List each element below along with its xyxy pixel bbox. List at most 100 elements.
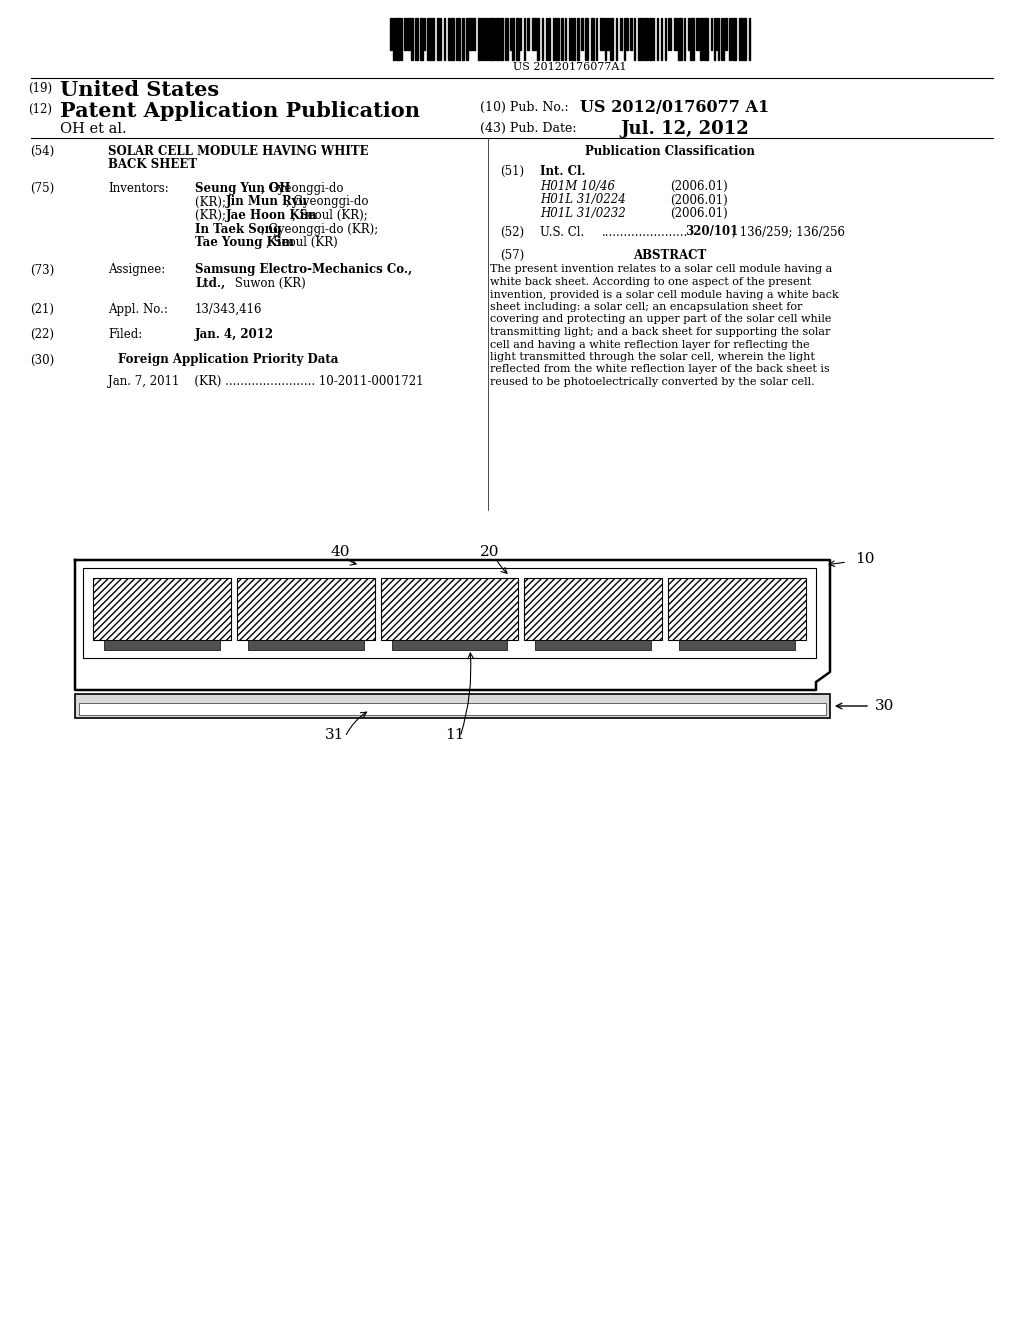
Text: H01L 31/0232: H01L 31/0232 [540,207,626,220]
Text: Appl. No.:: Appl. No.: [108,302,168,315]
Text: (2006.01): (2006.01) [670,180,728,193]
Bar [489,18,493,59]
Text: (51): (51) [500,165,524,178]
Text: reused to be photoelectrically converted by the solar cell.: reused to be photoelectrically converted… [490,378,815,387]
Bar [411,18,413,59]
Text: (52): (52) [500,226,524,239]
Bar [600,18,604,49]
Bar [705,18,708,59]
Text: transmitting light; and a back sheet for supporting the solar: transmitting light; and a back sheet for… [490,327,830,337]
Bar [524,578,663,640]
Text: (12): (12) [28,103,52,116]
Bar [407,18,410,49]
Text: (22): (22) [30,327,54,341]
Bar [390,18,392,49]
Bar [607,18,609,49]
Bar [83,568,816,657]
Text: , Seoul (KR): , Seoul (KR) [266,236,338,249]
Text: 10: 10 [855,552,874,566]
Text: Jin Mun Ryu: Jin Mun Ryu [226,195,308,209]
Text: (43) Pub. Date:: (43) Pub. Date: [480,121,577,135]
Text: sheet including: a solar cell; an encapsulation sheet for: sheet including: a solar cell; an encaps… [490,302,803,312]
Text: Suwon (KR): Suwon (KR) [231,277,306,290]
Text: Jan. 4, 2012: Jan. 4, 2012 [195,327,274,341]
Text: Int. Cl.: Int. Cl. [540,165,586,178]
Text: Jul. 12, 2012: Jul. 12, 2012 [620,120,749,139]
Text: SOLAR CELL MODULE HAVING WHITE: SOLAR CELL MODULE HAVING WHITE [108,145,369,158]
Text: white back sheet. According to one aspect of the present: white back sheet. According to one aspec… [490,277,811,286]
Bar [591,18,594,59]
Bar [700,18,703,59]
Text: Assignee:: Assignee: [108,264,165,276]
Bar [581,18,583,49]
Bar [585,18,588,59]
Bar [630,18,632,49]
Bar [645,18,648,59]
Bar [725,18,727,49]
Text: Jan. 7, 2011    (KR) ........................ 10-2011-0001721: Jan. 7, 2011 (KR) ......................… [108,375,424,388]
Bar [577,18,579,59]
Text: H01M 10/46: H01M 10/46 [540,180,615,193]
Text: reflected from the white reflection layer of the back sheet is: reflected from the white reflection laye… [490,364,829,375]
Text: (75): (75) [30,182,54,195]
Bar [458,18,460,59]
Text: In Taek Song: In Taek Song [195,223,282,235]
Bar [415,18,418,59]
Bar [649,18,652,59]
Bar [739,18,742,59]
Text: The present invention relates to a solar cell module having a: The present invention relates to a solar… [490,264,833,275]
Text: invention, provided is a solar cell module having a white back: invention, provided is a solar cell modu… [490,289,839,300]
Bar [743,18,746,59]
Bar [548,18,550,59]
Bar [486,18,488,59]
Text: (73): (73) [30,264,54,276]
Text: (19): (19) [28,82,52,95]
Text: , Seoul (KR);: , Seoul (KR); [292,209,368,222]
Bar [451,18,454,59]
Text: BACK SHEET: BACK SHEET [108,158,198,172]
Bar [638,18,641,59]
Text: (10) Pub. No.:: (10) Pub. No.: [480,102,568,114]
Text: , Gyeonggi-do: , Gyeonggi-do [260,182,343,195]
Text: Ltd.,: Ltd., [195,277,225,290]
Bar [561,18,563,59]
Text: (54): (54) [30,145,54,158]
Text: (KR);: (KR); [195,209,229,222]
Text: OH et al.: OH et al. [60,121,127,136]
Text: Inventors:: Inventors: [108,182,169,195]
Bar [75,694,830,718]
Text: 11: 11 [445,729,465,742]
Text: ABSTRACT: ABSTRACT [634,249,707,261]
Bar [93,578,230,640]
Bar [620,18,622,49]
Bar [527,18,529,49]
Bar [432,18,434,59]
Bar [404,18,406,49]
Text: H01L 31/0224: H01L 31/0224 [540,194,626,206]
Text: , Gyeonggi-do (KR);: , Gyeonggi-do (KR); [260,223,378,235]
Bar [500,18,503,59]
Bar [678,18,682,59]
Text: (KR);: (KR); [195,195,229,209]
Bar [674,18,677,49]
Bar [393,18,395,59]
Bar [478,18,480,59]
Text: United States: United States [60,81,219,100]
Text: Tae Young Kim: Tae Young Kim [195,236,294,249]
Bar [104,640,220,649]
Bar [610,18,613,59]
Bar [537,18,539,59]
Bar [473,18,475,49]
Bar [420,18,423,59]
Bar [396,18,400,59]
Text: 320/101: 320/101 [685,226,738,239]
Bar [532,18,536,49]
Bar [391,640,507,649]
Text: Patent Application Publication: Patent Application Publication [60,102,420,121]
Bar [516,18,519,59]
Bar [437,18,439,59]
Text: 40: 40 [331,545,350,558]
Bar [536,640,651,649]
Bar [690,18,694,59]
Bar [449,18,450,59]
